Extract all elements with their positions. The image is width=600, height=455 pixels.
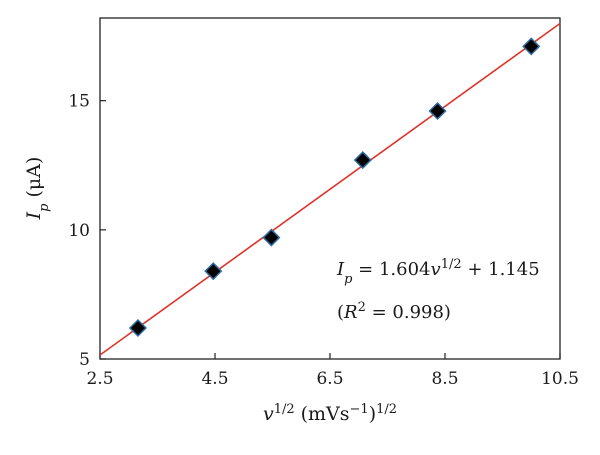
x-tick-label: 10.5 [541, 369, 579, 389]
data-point [204, 262, 223, 281]
x-tick-label: 6.5 [316, 369, 343, 389]
x-tick-label: 4.5 [201, 369, 228, 389]
data-point [353, 151, 372, 170]
y-tick-label: 15 [68, 92, 90, 112]
fit-line [99, 22, 561, 356]
y-tick-label: 5 [79, 350, 90, 370]
x-tick-label: 8.5 [431, 369, 458, 389]
data-points [128, 37, 541, 338]
x-tick-label: 2.5 [86, 369, 113, 389]
y-tick-label: 10 [68, 221, 90, 241]
r-squared: (R2 = 0.998) [337, 300, 451, 324]
x-axis-label: v1/2 (mVs−1)1/2 [263, 402, 397, 426]
data-point [522, 37, 541, 56]
ticks: 2.5 4.5 6.5 8.5 10.5 5 10 15 [68, 92, 579, 389]
data-point [128, 318, 148, 338]
y-axis-label: Ip(μA) [23, 157, 52, 221]
data-point [262, 228, 281, 247]
fit-equation: Ip = 1.604v1/2 + 1.145 [336, 257, 540, 287]
data-point [428, 101, 447, 121]
